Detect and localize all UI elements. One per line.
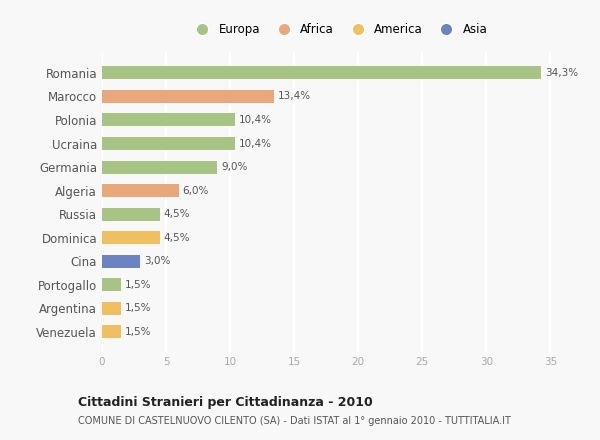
Bar <box>102 255 140 268</box>
Text: 34,3%: 34,3% <box>545 68 578 78</box>
Text: 9,0%: 9,0% <box>221 162 248 172</box>
Text: 10,4%: 10,4% <box>239 139 272 149</box>
Bar <box>102 137 235 150</box>
Text: COMUNE DI CASTELNUOVO CILENTO (SA) - Dati ISTAT al 1° gennaio 2010 - TUTTITALIA.: COMUNE DI CASTELNUOVO CILENTO (SA) - Dat… <box>78 416 511 426</box>
Text: 6,0%: 6,0% <box>183 186 209 196</box>
Bar <box>102 114 235 126</box>
Legend: Europa, Africa, America, Asia: Europa, Africa, America, Asia <box>187 20 491 40</box>
Bar <box>102 279 121 291</box>
Text: Cittadini Stranieri per Cittadinanza - 2010: Cittadini Stranieri per Cittadinanza - 2… <box>78 396 373 409</box>
Bar <box>102 326 121 338</box>
Bar <box>102 184 179 197</box>
Text: 4,5%: 4,5% <box>163 233 190 243</box>
Bar <box>102 208 160 220</box>
Text: 1,5%: 1,5% <box>125 303 152 313</box>
Bar <box>102 66 541 79</box>
Text: 1,5%: 1,5% <box>125 280 152 290</box>
Text: 1,5%: 1,5% <box>125 327 152 337</box>
Text: 4,5%: 4,5% <box>163 209 190 219</box>
Bar <box>102 161 217 173</box>
Text: 3,0%: 3,0% <box>144 256 170 266</box>
Bar <box>102 231 160 244</box>
Text: 13,4%: 13,4% <box>278 92 311 102</box>
Bar <box>102 90 274 103</box>
Text: 10,4%: 10,4% <box>239 115 272 125</box>
Bar <box>102 302 121 315</box>
